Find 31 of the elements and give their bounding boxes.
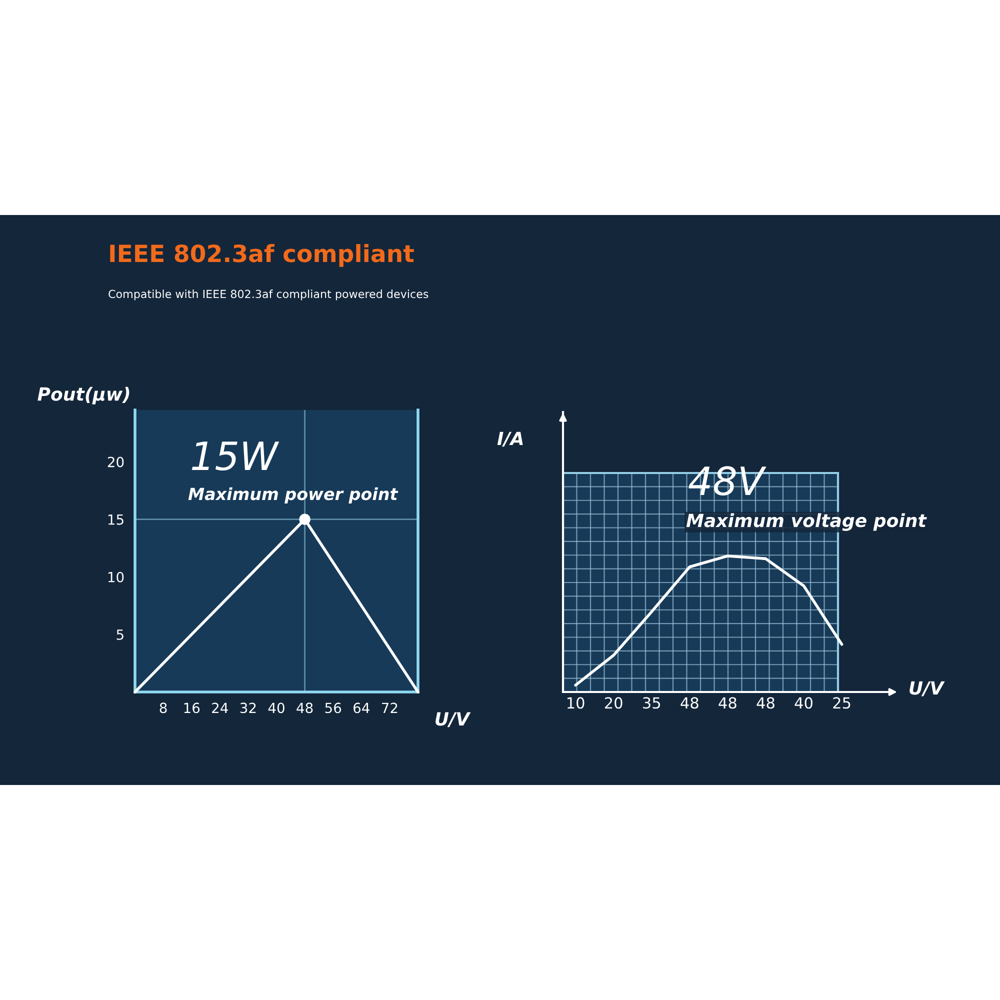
y-tick-label: 5 [116,630,124,640]
x-axis-title: U/V [436,712,471,728]
x-tick-label: 48 [756,697,774,709]
y-tick-label: 10 [108,572,124,582]
x-tick-label: 25 [833,697,850,709]
x-tick-label: 8 [160,702,167,714]
y-axis-title: I/A [497,432,523,447]
annotation: Maximum power point [188,487,398,504]
x-tick-label: 16 [184,702,200,714]
x-axis-title: U/V [910,681,945,696]
x-tick-label: 56 [325,702,342,714]
x-tick-label: 48 [680,697,698,709]
y-axis-title: Pout(μw) [38,386,130,404]
x-tick-label: 35 [643,697,660,709]
y-tick-label: 15 [108,514,124,525]
chart-subtitle: Compatible with IEEE 802.3af compliant powered devices [108,290,428,300]
x-tick-label: 24 [212,702,228,713]
x-tick-label: 40 [794,697,812,709]
x-tick-label: 48 [718,697,736,709]
x-tick-label: 72 [382,702,398,713]
text: 48V [688,466,766,496]
x-tick-label: 32 [240,702,256,714]
x-tick-label: 64 [354,702,370,714]
x-tick-label: 48 [296,702,313,714]
annotation: 15W [192,442,280,471]
x-tick-label: 20 [604,697,622,709]
x-tick-label: 40 [268,702,284,714]
x-tick-label: 10 [568,697,584,709]
chart-title: IEEE 802.3af compliant [110,244,414,267]
y-tick-label: 20 [108,456,124,468]
text: Maximum voltage point [686,513,927,531]
